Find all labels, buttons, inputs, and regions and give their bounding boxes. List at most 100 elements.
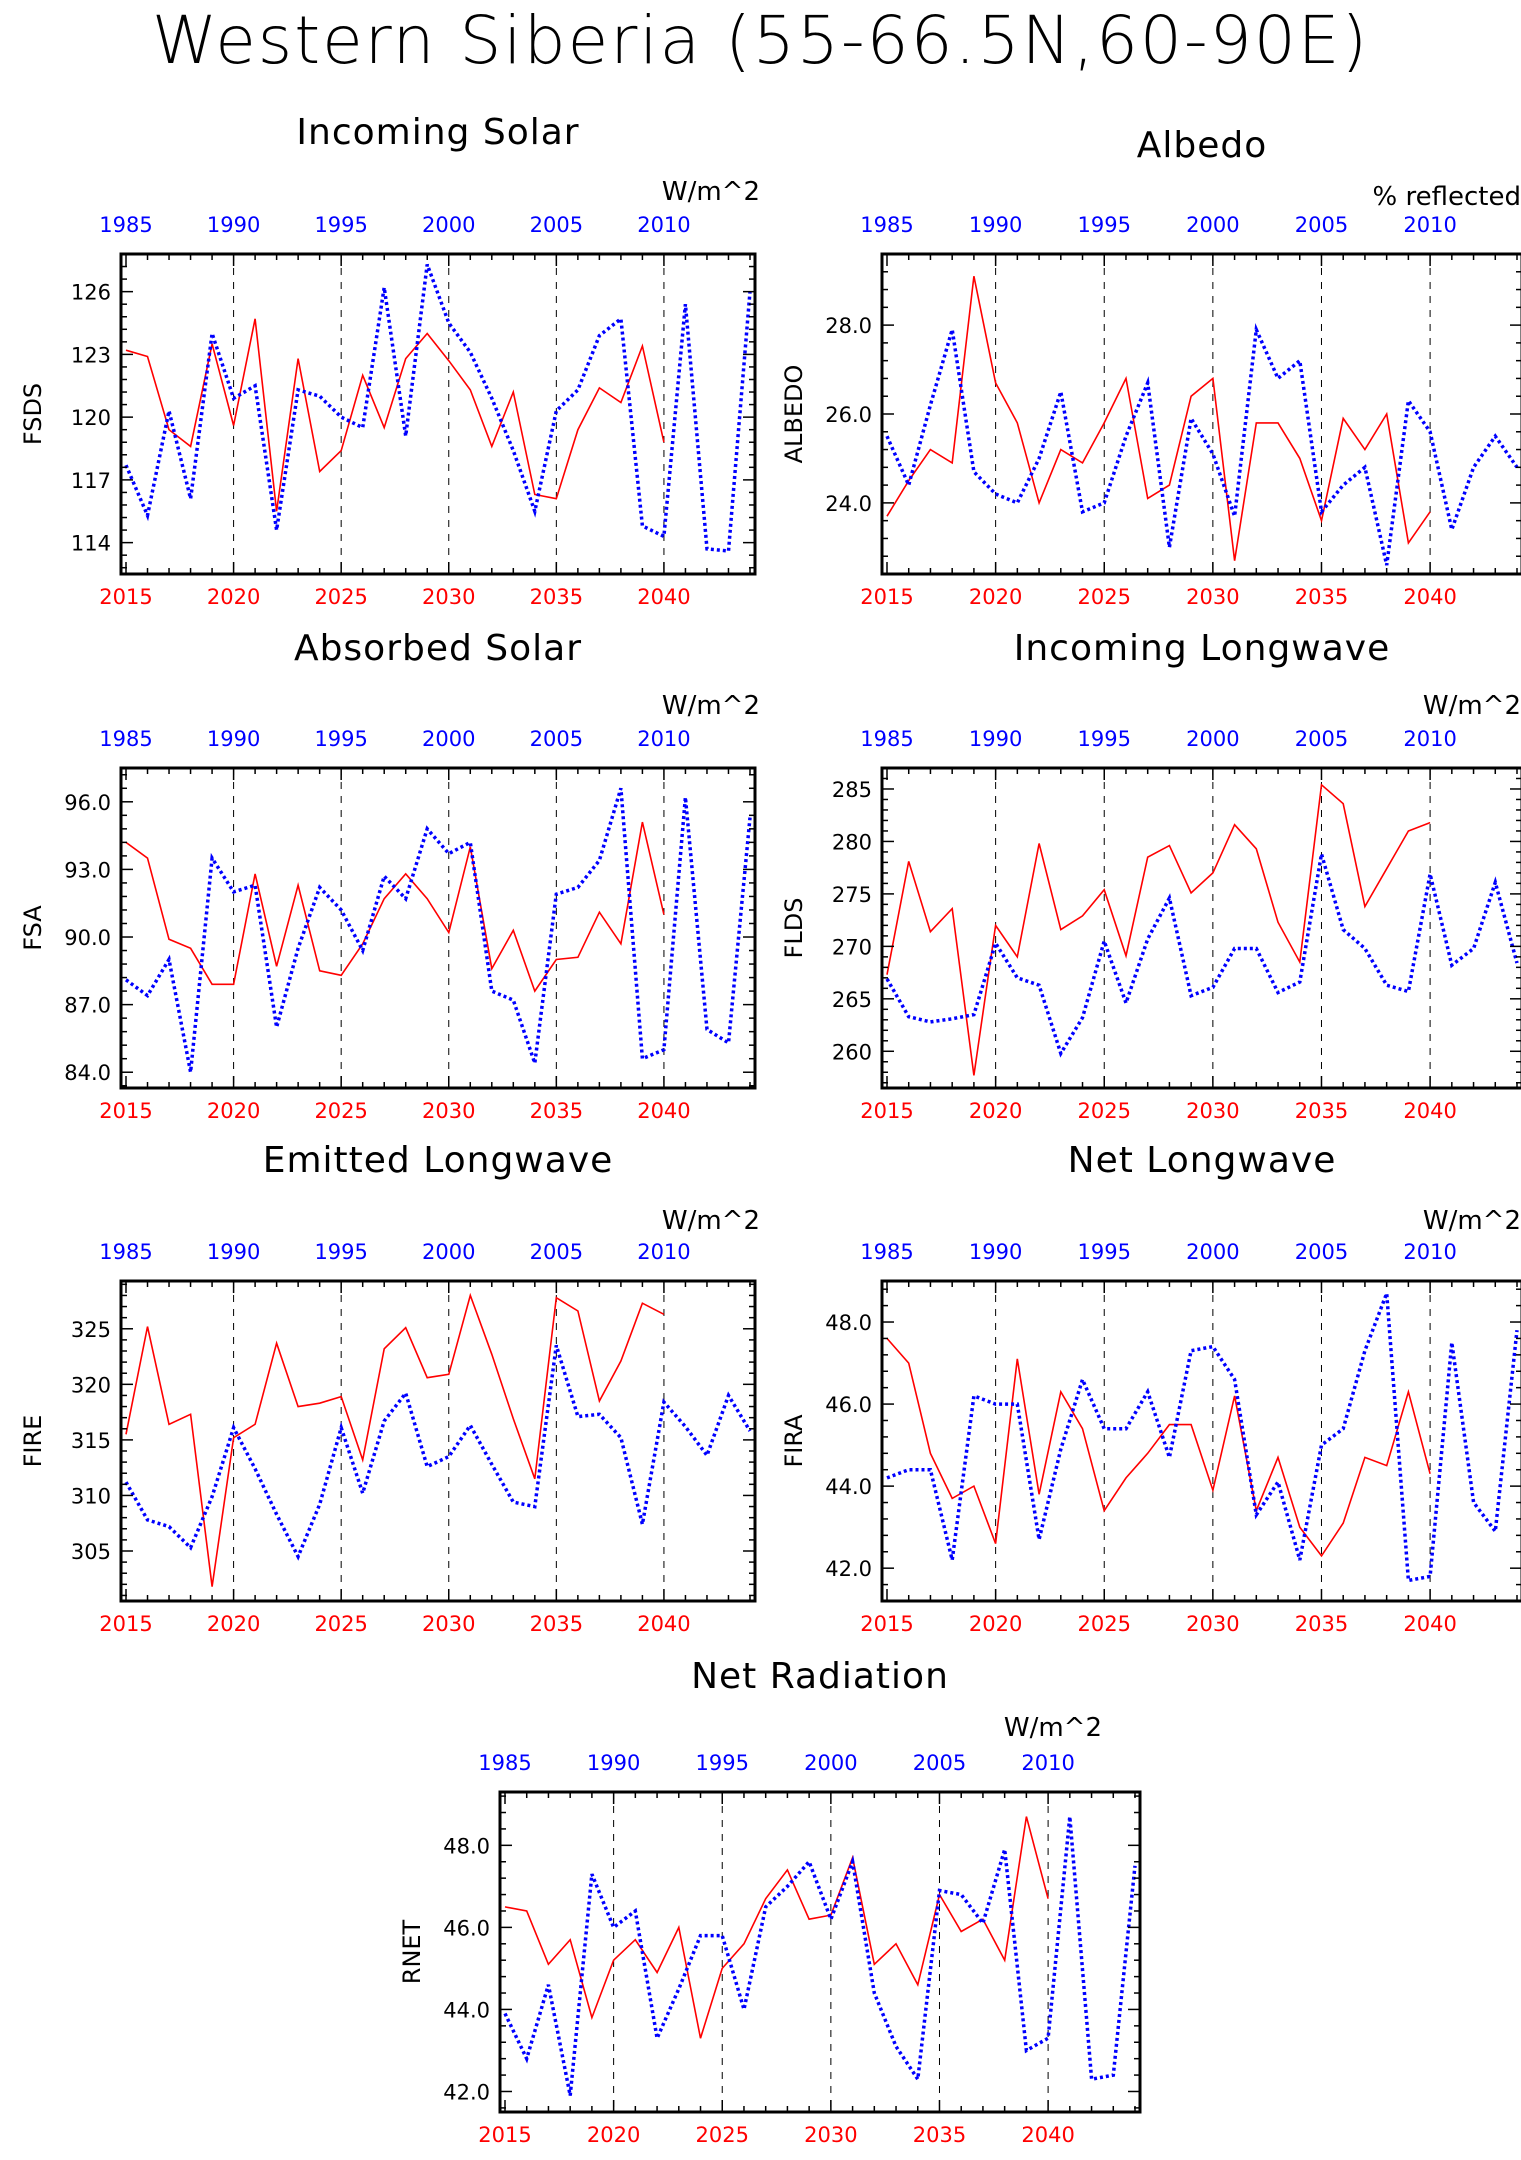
fsds-units: W/m^2 bbox=[662, 177, 760, 207]
flds-ytick-label: 270 bbox=[832, 935, 872, 959]
rnet-xtick-label-top: 1995 bbox=[696, 1751, 749, 1775]
fsa-ylabel: FSA bbox=[19, 905, 47, 951]
fira-xtick-label-bottom: 2020 bbox=[969, 1612, 1022, 1636]
fsa-ytick-label: 84.0 bbox=[64, 1061, 111, 1085]
rnet-ytick-label: 42.0 bbox=[443, 2080, 490, 2104]
fira-xtick-label-top: 2000 bbox=[1186, 1240, 1239, 1264]
albedo-xtick-label-top: 2000 bbox=[1186, 213, 1239, 237]
fsds-xtick-label-bottom: 2025 bbox=[314, 585, 367, 609]
fsa-xtick-label-bottom: 2035 bbox=[530, 1099, 583, 1123]
fsa-ytick-label: 93.0 bbox=[64, 858, 111, 882]
rnet-xtick-label-top: 2005 bbox=[913, 1751, 966, 1775]
fira-xtick-label-bottom: 2040 bbox=[1403, 1612, 1456, 1636]
fire-ylabel: FIRE bbox=[19, 1415, 47, 1468]
fsa-xtick-label-top: 1990 bbox=[207, 727, 260, 751]
flds-xtick-label-top: 1990 bbox=[969, 727, 1022, 751]
flds-historical-series bbox=[885, 853, 1519, 1058]
fire-ytick-label: 310 bbox=[71, 1484, 111, 1508]
fire-xtick-label-top: 2000 bbox=[422, 1240, 475, 1264]
fsds-xtick-label-bottom: 2040 bbox=[637, 585, 690, 609]
flds-ytick-label: 265 bbox=[832, 988, 872, 1012]
flds-xtick-label-top: 1985 bbox=[860, 727, 913, 751]
fire-xtick-label-bottom: 2020 bbox=[207, 1612, 260, 1636]
albedo-ytick-label: 24.0 bbox=[825, 492, 872, 516]
fsds-ytick-label: 117 bbox=[71, 469, 111, 493]
albedo-xtick-label-top: 1990 bbox=[969, 213, 1022, 237]
fsa-ytick-label: 90.0 bbox=[64, 926, 111, 950]
fsds-ytick-label: 114 bbox=[71, 532, 111, 556]
fsa-xtick-label-bottom: 2040 bbox=[637, 1099, 690, 1123]
albedo-xtick-label-bottom: 2020 bbox=[969, 585, 1022, 609]
albedo-xtick-label-bottom: 2035 bbox=[1295, 585, 1348, 609]
fsds-xtick-label-bottom: 2030 bbox=[422, 585, 475, 609]
fire-title: Emitted Longwave bbox=[263, 1140, 614, 1181]
flds-xtick-label-bottom: 2040 bbox=[1403, 1099, 1456, 1123]
rnet-historical-series bbox=[503, 1816, 1137, 2096]
flds-xtick-label-bottom: 2035 bbox=[1295, 1099, 1348, 1123]
panel-fsds: Incoming Solar W/m^2 2015 2020 2025 2030 2035 2… bbox=[19, 112, 760, 609]
albedo-xtick-label-top: 1985 bbox=[860, 213, 913, 237]
fsa-units: W/m^2 bbox=[662, 691, 760, 721]
fira-ytick-label: 42.0 bbox=[825, 1557, 872, 1581]
fira-future-series bbox=[886, 1337, 1431, 1558]
fira-historical-series bbox=[886, 1292, 1519, 1583]
fsa-historical-series bbox=[124, 787, 752, 1073]
fire-xtick-label-top: 1990 bbox=[207, 1240, 260, 1264]
albedo-xtick-label-top: 2005 bbox=[1295, 213, 1348, 237]
albedo-title: Albedo bbox=[1137, 125, 1268, 166]
flds-future-series bbox=[886, 783, 1431, 1076]
fsa-xtick-label-top: 2005 bbox=[530, 727, 583, 751]
fira-xtick-label-top: 1995 bbox=[1078, 1240, 1131, 1264]
fire-xtick-label-top: 2010 bbox=[637, 1240, 690, 1264]
flds-xtick-label-top: 2000 bbox=[1186, 727, 1239, 751]
fsa-xtick-label-bottom: 2020 bbox=[207, 1099, 260, 1123]
fsds-future-series bbox=[125, 318, 665, 512]
rnet-units: W/m^2 bbox=[1004, 1713, 1102, 1743]
fira-title: Net Longwave bbox=[1068, 1140, 1337, 1181]
rnet-xtick-label-top: 1985 bbox=[478, 1751, 531, 1775]
fire-ytick-label: 320 bbox=[71, 1373, 111, 1397]
rnet-xtick-label-bottom: 2035 bbox=[913, 2123, 966, 2147]
fira-plot-frame bbox=[880, 1279, 1521, 1603]
albedo-future-series bbox=[886, 276, 1431, 561]
rnet-xtick-label-top: 2000 bbox=[804, 1751, 857, 1775]
rnet-ytick-label: 44.0 bbox=[443, 1998, 490, 2022]
albedo-ytick-label: 28.0 bbox=[825, 314, 872, 338]
flds-plot-frame bbox=[880, 766, 1521, 1090]
fsa-ytick-label: 96.0 bbox=[64, 791, 111, 815]
fsa-xtick-label-bottom: 2030 bbox=[422, 1099, 475, 1123]
albedo-ylabel: ALBEDO bbox=[780, 365, 808, 464]
fsa-xtick-label-top: 1985 bbox=[99, 727, 152, 751]
rnet-xtick-label-bottom: 2020 bbox=[587, 2123, 640, 2147]
rnet-future-series bbox=[504, 1816, 1049, 2039]
flds-ylabel: FLDS bbox=[780, 898, 808, 959]
flds-ytick-label: 280 bbox=[832, 830, 872, 854]
flds-xtick-label-top: 2005 bbox=[1295, 727, 1348, 751]
rnet-ylabel: RNET bbox=[398, 1919, 426, 1984]
flds-xtick-label-top: 1995 bbox=[1078, 727, 1131, 751]
fire-ytick-label: 315 bbox=[71, 1429, 111, 1453]
fira-xtick-label-top: 2010 bbox=[1403, 1240, 1456, 1264]
fire-units: W/m^2 bbox=[662, 1206, 760, 1236]
fira-xtick-label-bottom: 2025 bbox=[1078, 1612, 1131, 1636]
flds-xtick-label-bottom: 2015 bbox=[860, 1099, 913, 1123]
fsds-ytick-label: 120 bbox=[71, 406, 111, 430]
fsds-xtick-label-top: 2005 bbox=[530, 213, 583, 237]
albedo-xtick-label-top: 2010 bbox=[1403, 213, 1456, 237]
fsds-xtick-label-bottom: 2035 bbox=[530, 585, 583, 609]
fsa-xtick-label-bottom: 2025 bbox=[314, 1099, 367, 1123]
flds-xtick-label-bottom: 2020 bbox=[969, 1099, 1022, 1123]
albedo-xtick-label-bottom: 2025 bbox=[1078, 585, 1131, 609]
fsds-title: Incoming Solar bbox=[296, 112, 579, 153]
fire-xtick-label-bottom: 2040 bbox=[637, 1612, 690, 1636]
albedo-xtick-label-top: 1995 bbox=[1078, 213, 1131, 237]
panel-fira: Net Longwave W/m^2 2015 2020 2025 2030 2035 204… bbox=[780, 1140, 1521, 1636]
fire-xtick-label-top: 1995 bbox=[314, 1240, 367, 1264]
panel-rnet: Net Radiation W/m^2 2015 2020 2025 2030 2035 20… bbox=[398, 1656, 1142, 2147]
panel-albedo: Albedo % reflected 2015 2020 2025 2030 2035 204… bbox=[780, 125, 1521, 609]
flds-ytick-label: 285 bbox=[832, 778, 872, 802]
flds-xtick-label-bottom: 2025 bbox=[1078, 1099, 1131, 1123]
albedo-plot-frame bbox=[880, 252, 1521, 576]
fire-xtick-label-bottom: 2030 bbox=[422, 1612, 475, 1636]
rnet-plot-frame bbox=[498, 1790, 1142, 2114]
